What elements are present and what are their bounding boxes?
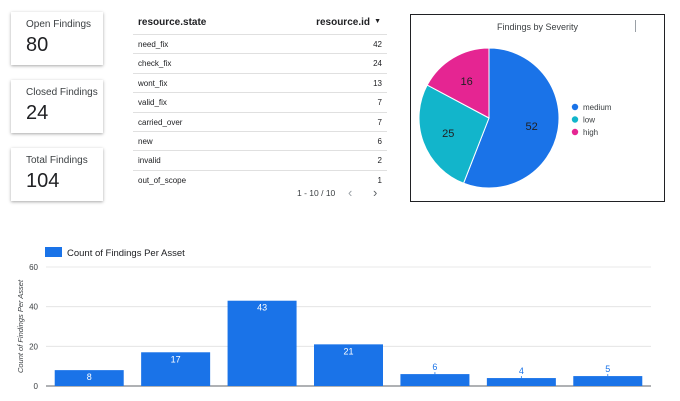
y-tick-label: 20 [29,342,38,351]
table-row[interactable]: need_fix 42 [133,34,387,53]
legend-label-high: high [583,128,598,137]
pie-slice-label: 52 [526,121,538,133]
cell-count: 2 [377,156,382,166]
findings-per-asset-chart: Count of Findings Per Asset Count of Find… [16,247,651,391]
table-row[interactable]: valid_fix 7 [133,92,387,111]
pie-slice-medium [462,47,560,189]
kpi-card-total: Total Findings 104 [11,148,103,201]
pager-info: 1 - 10 / 10 [297,188,336,198]
bar [54,370,124,386]
kpi-label: Total Findings [26,155,88,166]
cell-count: 24 [373,59,382,69]
cell-count: 7 [377,98,382,108]
legend-label-low: low [583,116,595,125]
next-page-icon[interactable]: › [373,185,378,200]
table-row[interactable]: carried_over 7 [133,111,387,131]
y-tick-label: 40 [29,303,38,312]
table-body: need_fix 42 check_fix 24 wont_fix 13 valid_fix… [133,34,387,189]
pie-slice-high [426,47,490,119]
bar [486,378,556,386]
panel-divider [635,20,636,32]
column-header-state[interactable]: resource.state [138,17,207,28]
severity-pie-chart: 52 25 16 medium low high [418,47,612,189]
pie-slice-label: 25 [442,128,454,140]
kpi-label: Closed Findings [26,87,98,98]
y-tick-label: 60 [29,263,38,272]
prev-page-icon[interactable]: ‹ [348,185,353,200]
table-row[interactable]: out_of_scope 1 [133,169,387,189]
cell-count: 13 [373,78,382,88]
kpi-value: 24 [26,102,49,124]
bar [227,300,297,386]
kpi-value: 80 [26,34,49,56]
legend-marker-high [571,128,579,136]
table-row[interactable]: wont_fix 13 [133,72,387,92]
cell-state: need_fix [138,40,169,49]
kpi-value: 104 [26,170,60,192]
y-tick-label: 0 [34,382,39,391]
bar [400,374,470,386]
y-axis-title: Count of Findings Per Asset [16,279,25,373]
cell-state: invalid [138,156,161,166]
table-row[interactable]: check_fix 24 [133,53,387,72]
bar-value-label: 8 [87,372,92,382]
legend-swatch [45,247,62,257]
sort-desc-icon[interactable]: ▼ [374,18,381,25]
cell-count: 1 [377,175,382,185]
table-row[interactable]: invalid 2 [133,150,387,169]
bar-value-label: 4 [519,366,524,376]
kpi-label: Open Findings [26,19,92,30]
bar-value-label: 17 [171,354,181,364]
cell-state: wont_fix [138,78,168,88]
pie-slice-label: 16 [461,76,473,88]
bar [573,376,643,386]
pie-slice-low [418,84,490,184]
bar-value-label: 21 [343,346,353,356]
cell-count: 6 [377,136,382,146]
cell-count: 42 [373,40,382,49]
legend-label-medium: medium [583,103,612,112]
cell-state: check_fix [138,59,172,69]
legend-marker-low [571,116,579,123]
severity-pie-panel: Findings by Severity 52 25 16 medium low high [410,14,665,202]
cell-state: out_of_scope [138,175,187,185]
table-header: resource.state resource.id ▼ [133,12,387,34]
legend-label: Count of Findings Per Asset [67,248,185,259]
pie-title: Findings by Severity [496,22,579,32]
bar-value-label: 5 [605,364,610,374]
resource-state-table: resource.state resource.id ▼ need_fix 42 c… [133,12,387,189]
column-header-id[interactable]: resource.id [316,17,370,28]
bar [314,344,383,386]
bar [141,352,211,386]
cell-state: new [138,136,153,146]
bar-value-label: 6 [432,362,437,372]
cell-count: 7 [377,117,382,127]
legend-marker-medium [571,103,579,111]
kpi-card-closed: Closed Findings 24 [11,80,103,133]
table-row[interactable]: new 6 [133,130,387,150]
cell-state: valid_fix [138,98,167,108]
bar-value-label: 43 [257,303,267,313]
kpi-card-open: Open Findings 80 [11,12,103,65]
cell-state: carried_over [138,117,183,127]
